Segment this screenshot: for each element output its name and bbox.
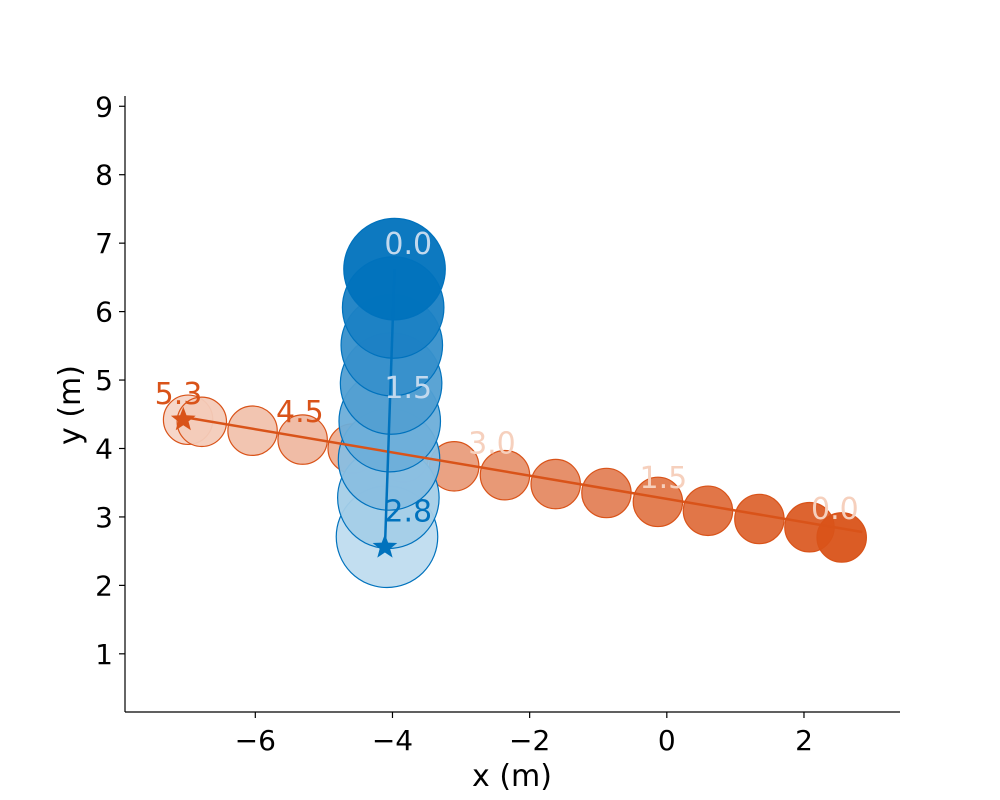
y-tick-label: 4 <box>95 432 113 465</box>
agent-2-time-label-2: 2.8 <box>384 495 432 530</box>
y-tick-label: 1 <box>95 638 113 671</box>
y-tick-label: 2 <box>95 569 113 602</box>
trajectory-paths <box>170 269 863 558</box>
agent-1-goal-star-icon <box>170 406 196 431</box>
agent-1-position-2 <box>734 493 785 545</box>
agent-1-time-label-1: 1.5 <box>640 461 688 496</box>
agent-1-position-0 <box>816 512 867 563</box>
y-tick-label: 5 <box>95 364 113 397</box>
agent-2-time-label-0: 0.0 <box>384 227 432 262</box>
agent-1-time-label-0: 0.0 <box>811 492 859 527</box>
agent-1-time-label-4: 5.3 <box>155 377 203 412</box>
x-axis-label: x (m) <box>472 759 552 794</box>
x-tick-label: −4 <box>372 724 413 757</box>
agent-1-path-line <box>183 415 863 534</box>
agent-2-goal-star-icon <box>372 534 398 558</box>
x-tick-label: 2 <box>795 724 813 757</box>
axes: −6 −4 −2 0 2 1 2 3 4 5 6 7 8 9 <box>95 90 900 757</box>
x-tick-label: 0 <box>658 724 676 757</box>
y-tick-label: 7 <box>95 227 113 260</box>
y-tick-label: 9 <box>95 90 113 123</box>
x-tick-label: −2 <box>509 724 550 757</box>
agent-2-time-label-1: 1.5 <box>384 371 432 406</box>
y-tick-label: 6 <box>95 296 113 329</box>
agent-1-position-3 <box>682 485 734 537</box>
agent-1-position-5 <box>581 467 632 519</box>
y-tick-label: 8 <box>95 159 113 192</box>
agent-circles <box>162 217 867 589</box>
agent-2-path-line <box>383 269 396 548</box>
agent-1-position-11 <box>277 414 328 465</box>
agent-1-position-13 <box>176 396 228 448</box>
x-tick-label: −6 <box>235 724 276 757</box>
agent-1-position-12 <box>227 405 278 456</box>
agent-1-time-label-3: 4.5 <box>276 395 324 430</box>
agent-1-time-label-2: 3.0 <box>468 426 516 461</box>
y-axis-label: y (m) <box>53 365 88 445</box>
y-tick-label: 3 <box>95 501 113 534</box>
time-labels: 0.0 1.5 3.0 4.5 5.3 0.0 1.5 2.8 <box>155 227 859 530</box>
